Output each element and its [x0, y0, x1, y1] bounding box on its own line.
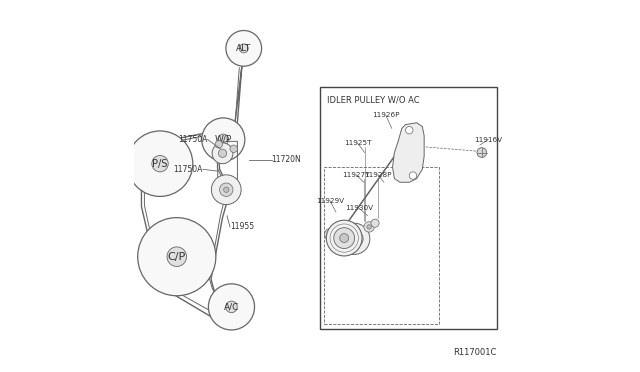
Text: A/C: A/C — [224, 302, 239, 311]
Text: 11926P: 11926P — [372, 112, 399, 118]
Text: 11929V: 11929V — [316, 198, 344, 204]
Circle shape — [209, 284, 255, 330]
Circle shape — [215, 141, 223, 148]
Text: W/P: W/P — [214, 135, 232, 144]
Text: C/P: C/P — [168, 252, 186, 262]
Polygon shape — [392, 123, 424, 182]
Text: 11750A: 11750A — [173, 165, 203, 174]
Text: 11916V: 11916V — [474, 137, 502, 142]
Circle shape — [324, 228, 337, 240]
Circle shape — [477, 148, 486, 157]
Bar — [320, 87, 497, 329]
Circle shape — [367, 225, 371, 229]
Circle shape — [138, 218, 216, 296]
Circle shape — [212, 143, 233, 164]
Circle shape — [334, 228, 355, 248]
Circle shape — [410, 172, 417, 179]
Circle shape — [223, 187, 229, 192]
Text: 11955: 11955 — [230, 222, 254, 231]
Circle shape — [202, 118, 245, 161]
Circle shape — [340, 234, 349, 243]
Circle shape — [220, 183, 233, 196]
Circle shape — [364, 222, 374, 232]
Circle shape — [218, 149, 227, 157]
Circle shape — [406, 126, 413, 134]
Circle shape — [218, 134, 228, 145]
Text: 11930V: 11930V — [345, 205, 373, 211]
Text: ALT: ALT — [236, 44, 252, 53]
Circle shape — [326, 220, 362, 256]
Circle shape — [152, 155, 168, 172]
Bar — [324, 167, 439, 324]
Circle shape — [226, 301, 237, 312]
Text: 11927Y: 11927Y — [342, 172, 370, 178]
Text: P/S: P/S — [152, 159, 168, 169]
Text: 11925T: 11925T — [344, 140, 371, 146]
Circle shape — [127, 131, 193, 196]
Text: 11928P: 11928P — [364, 172, 392, 178]
Circle shape — [371, 219, 379, 227]
Circle shape — [167, 247, 186, 266]
Text: IDLER PULLEY W/O AC: IDLER PULLEY W/O AC — [326, 96, 419, 105]
Text: 11750A: 11750A — [179, 135, 207, 144]
Text: R117001C: R117001C — [453, 348, 497, 357]
Circle shape — [211, 175, 241, 205]
Circle shape — [339, 223, 370, 254]
Text: 11720N: 11720N — [271, 155, 301, 164]
Circle shape — [239, 44, 248, 53]
Circle shape — [226, 31, 262, 66]
Circle shape — [346, 230, 363, 248]
Circle shape — [230, 145, 237, 153]
